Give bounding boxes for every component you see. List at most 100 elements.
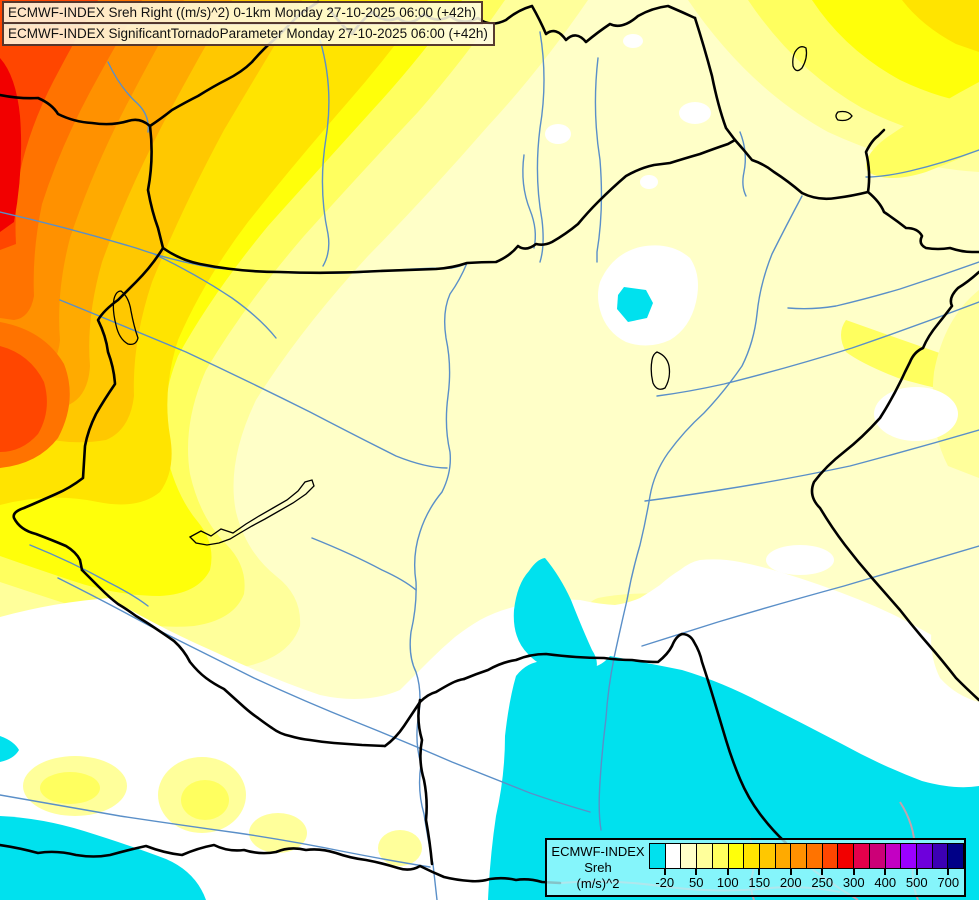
color-scale-legend: ECMWF-INDEX Sreh (m/s)^2 -20 50 100 150 200 2…: [545, 838, 966, 897]
legend-color-cell: [885, 844, 902, 868]
border-hungary-romania: [810, 190, 979, 702]
river-ne-tributary: [739, 131, 747, 197]
river-tisza: [598, 195, 803, 831]
legend-color-cell: [854, 844, 870, 868]
legend-color-cell: [932, 844, 949, 868]
border-slovakia-hungary: [161, 138, 737, 275]
lakes-group: [112, 46, 853, 546]
border-slovakia-ukraine: [733, 138, 804, 195]
fill-spot-white-2: [679, 102, 711, 124]
legend-color-cell: [791, 844, 808, 868]
river-szamos: [787, 261, 979, 310]
legend-color-cell: [869, 844, 886, 868]
legend-color-cell: [759, 844, 776, 868]
fill-region-cyan-lobe: [513, 558, 597, 672]
legend-color-cell: [697, 844, 713, 868]
border-hungary-ukraine: [800, 190, 870, 201]
legend-color-cell: [916, 844, 933, 868]
legend-tick-label: 50: [689, 875, 704, 890]
fill-region-lightyellow-east-band: [866, 82, 979, 178]
legend-tick-label: 300: [842, 875, 865, 890]
fill-patch-pale-bl3: [249, 813, 307, 853]
fill-patch-lightyellow-bl2: [181, 780, 229, 820]
legend-color-cell: [822, 844, 839, 868]
legend-tick-label: 100: [716, 875, 739, 890]
legend-color-cell: [838, 844, 855, 868]
border-czech-austria: [0, 93, 152, 128]
legend-tick: [726, 869, 729, 875]
legend-tick: [884, 869, 887, 875]
legend-tick: [789, 869, 792, 875]
legend-tick: [947, 869, 950, 875]
river-tisza-upper: [865, 149, 979, 178]
fill-region-cyan-sw-corner: [0, 816, 206, 900]
legend-tick: [663, 869, 666, 875]
fill-region-red-edge-sliver: [0, 58, 22, 232]
river-mura: [29, 544, 149, 607]
fill-region-cyan-spot: [617, 287, 653, 322]
legend-color-cell: [681, 844, 698, 868]
legend-tick: [821, 869, 824, 875]
fill-spot-white-4: [640, 175, 658, 189]
river-sava: [0, 794, 431, 868]
border-hungary-croatia-rise: [383, 677, 466, 748]
lake-balaton: [188, 479, 315, 546]
legend-color-cell: [712, 844, 729, 868]
fill-patch-lightyellow-bl1: [40, 772, 100, 804]
lake-tisza-to: [650, 351, 671, 390]
lake-neusiedl: [112, 290, 139, 346]
legend-tick: [758, 869, 761, 875]
river-maros: [641, 545, 979, 647]
legend-color-cell: [744, 844, 760, 868]
border-hungary-slovenia-croatia: [80, 568, 387, 748]
river-ipel: [522, 154, 537, 249]
legend-color-cell: [948, 844, 964, 868]
title-bar-significant-tornado: ECMWF-INDEX SignificantTornadoParameter …: [2, 22, 495, 46]
river-koros-south: [644, 429, 979, 502]
fill-spot-white-3: [623, 34, 643, 48]
fill-spot-white-1: [545, 124, 571, 144]
fill-patch-pale-bl4: [378, 830, 422, 866]
legend-color-cell: [901, 844, 917, 868]
legend-tick: [915, 869, 918, 875]
river-hron: [594, 57, 603, 263]
legend-tick: [695, 869, 698, 875]
legend-tick-label: 150: [748, 875, 771, 890]
legend-tick-label: 200: [779, 875, 802, 890]
legend-tick: [852, 869, 855, 875]
legend-title-line2: Sreh: [584, 860, 612, 875]
fill-spot-white-5: [766, 545, 834, 575]
legend-title: ECMWF-INDEX Sreh (m/s)^2: [547, 844, 649, 892]
legend-color-cell: [665, 844, 682, 868]
border-austria-hungary: [12, 246, 165, 572]
legend-color-cell: [775, 844, 792, 868]
legend-tick-label: 500: [905, 875, 928, 890]
fill-region-redorange-corner: [0, 0, 98, 250]
border-hungary-serbia: [462, 632, 788, 845]
lake-small-ne-1: [792, 46, 808, 72]
river-raba: [59, 299, 448, 469]
border-ukraine-west: [693, 16, 737, 142]
border-croatia-bosnia: [0, 843, 562, 885]
legend-color-cell: [728, 844, 745, 868]
fill-region-cyan-left-sliver: [0, 736, 19, 762]
legend-tick-label: 250: [811, 875, 834, 890]
river-morava: [319, 39, 330, 267]
border-austria-slovakia: [146, 124, 165, 250]
fill-spot-white-east: [874, 387, 958, 441]
legend-title-line1: ECMWF-INDEX: [551, 844, 645, 859]
border-croatia-serbia: [417, 698, 434, 866]
legend-tick-label: -20: [655, 875, 675, 890]
river-koros-north: [656, 301, 979, 397]
legend-color-bar: [649, 843, 964, 869]
river-vah: [536, 31, 545, 263]
fill-region-redorange-west-blob: [0, 346, 47, 452]
river-raba-branch: [153, 253, 277, 339]
border-ukraine-romania: [864, 128, 886, 194]
legend-color-cell: [650, 844, 666, 868]
lake-small-ne-2: [835, 110, 853, 122]
fill-region-gold-ne: [902, 0, 979, 52]
